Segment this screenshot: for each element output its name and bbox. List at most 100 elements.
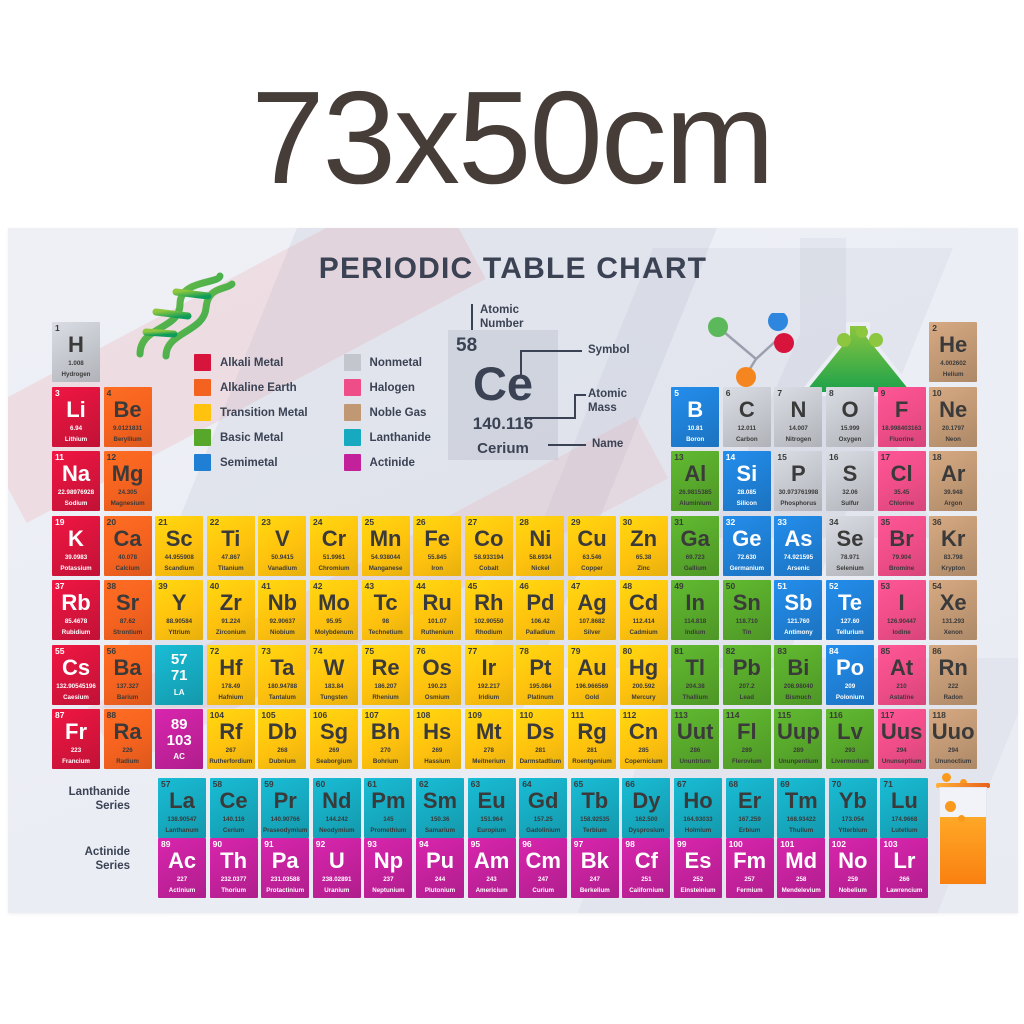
element-cell-cn[interactable]: 112 Cn 285 Copernicium	[619, 709, 668, 769]
element-cell-uus[interactable]: 117 Uus 294 Ununseptium	[877, 709, 926, 769]
element-cell-cu[interactable]: 29 Cu 63.546 Copper	[568, 515, 616, 576]
element-cell-ru[interactable]: 44 Ru 101.07 Ruthenium	[413, 580, 462, 640]
element-cell-fl[interactable]: 114 Fl 289 Flerovium	[722, 709, 771, 769]
element-cell-pa[interactable]: 91 Pa 231.03588 Protactinium	[261, 838, 310, 898]
element-cell-mt[interactable]: 109 Mt 278 Meitnerium	[464, 709, 513, 769]
legend-item[interactable]: Noble Gas	[343, 404, 431, 421]
element-cell-ag[interactable]: 47 Ag 107.8682 Silver	[568, 580, 616, 640]
element-cell-rh[interactable]: 45 Rh 102.90550 Rhodium	[464, 580, 513, 640]
element-cell-cr[interactable]: 24 Cr 51.9961 Chromium	[310, 515, 358, 576]
legend-item[interactable]: Alkaline Earth	[194, 379, 308, 396]
element-cell-dy[interactable]: 66 Dy 162.500 Dysprosium	[622, 778, 671, 838]
element-cell-v[interactable]: 23 V 50.9415 Vanadium	[258, 515, 307, 576]
element-cell-tb[interactable]: 65 Tb 158.92535 Terbium	[570, 778, 619, 838]
element-cell-cs[interactable]: 55 Cs 132.90545196 Caesium	[52, 644, 100, 705]
element-cell-te[interactable]: 52 Te 127.60 Tellurium	[826, 580, 874, 640]
element-cell-ni[interactable]: 28 Ni 58.6934 Nickel	[516, 515, 565, 576]
element-cell-tc[interactable]: 43 Tc 98 Technetium	[361, 580, 410, 640]
element-cell-nb[interactable]: 41 Nb 92.90637 Niobium	[258, 580, 307, 640]
element-cell-la[interactable]: 57 La 138.90547 Lanthanum	[158, 778, 206, 838]
element-cell-k[interactable]: 19 K 39.0983 Potassium	[52, 515, 100, 576]
element-cell-sn[interactable]: 50 Sn 118.710 Tin	[722, 580, 771, 640]
element-cell-ra[interactable]: 88 Ra 226 Radium	[103, 709, 152, 769]
element-cell-am[interactable]: 95 Am 243 Americium	[467, 838, 516, 898]
legend-item[interactable]: Nonmetal	[343, 354, 431, 371]
element-cell-ac[interactable]: 89 Ac 227 Actinium	[158, 838, 206, 898]
element-cell-rf[interactable]: 104 Rf 267 Rutherfordium	[206, 709, 255, 769]
element-cell-db[interactable]: 105 Db 268 Dubnium	[258, 709, 307, 769]
element-cell-b[interactable]: 5 B 10.81 Boron	[671, 386, 720, 447]
element-cell-co[interactable]: 27 Co 58.933194 Cobalt	[464, 515, 513, 576]
element-cell-md[interactable]: 101 Md 258 Mendelevium	[777, 838, 826, 898]
legend-item[interactable]: Semimetal	[194, 454, 308, 471]
element-cell-ir[interactable]: 77 Ir 192.217 Iridium	[464, 644, 513, 705]
element-cell-lv[interactable]: 116 Lv 293 Livermorium	[826, 709, 874, 769]
element-cell-tl[interactable]: 81 Tl 204.38 Thallium	[671, 644, 720, 705]
element-cell-at[interactable]: 85 At 210 Astatine	[877, 644, 926, 705]
element-cell-th[interactable]: 90 Th 232.0377 Thorium	[209, 838, 258, 898]
element-cell-o[interactable]: 8 O 15.999 Oxygen	[826, 386, 874, 447]
element-cell-be[interactable]: 4 Be 9.0121831 Beryllium	[103, 386, 152, 447]
element-cell-rn[interactable]: 86 Rn 222 Radon	[929, 644, 978, 705]
element-cell-pb[interactable]: 82 Pb 207.2 Lead	[722, 644, 771, 705]
element-cell-li[interactable]: 3 Li 6.94 Lithium	[52, 386, 100, 447]
element-cell-pm[interactable]: 61 Pm 145 Promethium	[364, 778, 413, 838]
element-cell-u[interactable]: 92 U 238.02891 Uranium	[312, 838, 361, 898]
element-cell-yb[interactable]: 70 Yb 173.054 Ytterbium	[828, 778, 877, 838]
element-cell-hf[interactable]: 72 Hf 178.49 Hafnium	[206, 644, 255, 705]
element-cell-gd[interactable]: 64 Gd 157.25 Gadolinium	[519, 778, 568, 838]
element-cell-bi[interactable]: 83 Bi 208.98040 Bismuch	[774, 644, 823, 705]
element-cell-ar[interactable]: 18 Ar 39.948 Argon	[929, 451, 978, 511]
element-cell-rg[interactable]: 111 Rg 281 Roentgenium	[568, 709, 616, 769]
element-cell-uut[interactable]: 113 Uut 286 Ununtrium	[671, 709, 720, 769]
element-cell-f[interactable]: 9 F 18.998403163 Fluorine	[877, 386, 926, 447]
legend-item[interactable]: Alkali Metal	[194, 354, 308, 371]
element-cell-he[interactable]: 2 He 4.002602 Helium	[929, 322, 978, 382]
element-cell-pr[interactable]: 59 Pr 140.90766 Praseodymium	[261, 778, 310, 838]
element-cell-tm[interactable]: 69 Tm 168.93422 Thulium	[777, 778, 826, 838]
element-cell-zn[interactable]: 30 Zn 65.38 Zinc	[619, 515, 668, 576]
element-cell-mn[interactable]: 25 Mn 54.938044 Manganese	[361, 515, 410, 576]
element-cell-n[interactable]: 7 N 14.007 Nitrogen	[774, 386, 823, 447]
element-cell-ti[interactable]: 22 Ti 47.867 Titanium	[206, 515, 255, 576]
element-cell-hs[interactable]: 108 Hs 269 Hassium	[413, 709, 462, 769]
element-cell-uuo[interactable]: 118 Uuo 294 Ununoctium	[929, 709, 978, 769]
series-placeholder-ac[interactable]: 89 103 AC	[155, 709, 204, 769]
element-cell-eu[interactable]: 63 Eu 151.964 Europium	[467, 778, 516, 838]
element-cell-zr[interactable]: 40 Zr 91.224 Zirconium	[206, 580, 255, 640]
element-cell-pu[interactable]: 94 Pu 244 Plutonium	[416, 838, 464, 898]
element-cell-lu[interactable]: 71 Lu 174.9668 Lutetium	[880, 778, 929, 838]
element-cell-re[interactable]: 75 Re 186.207 Rhenium	[361, 644, 410, 705]
legend-item[interactable]: Transition Metal	[194, 404, 308, 421]
element-cell-ta[interactable]: 73 Ta 180.94788 Tantalum	[258, 644, 307, 705]
element-cell-np[interactable]: 93 Np 237 Neptunium	[364, 838, 413, 898]
element-cell-bh[interactable]: 107 Bh 270 Bohrium	[361, 709, 410, 769]
element-cell-bk[interactable]: 97 Bk 247 Berkelium	[570, 838, 619, 898]
element-cell-sm[interactable]: 62 Sm 150.36 Samarium	[416, 778, 464, 838]
element-cell-al[interactable]: 13 Al 26.9815385 Aluminium	[671, 451, 720, 511]
element-cell-ne[interactable]: 10 Ne 20.1797 Neon	[929, 386, 978, 447]
element-cell-ba[interactable]: 56 Ba 137.327 Barium	[103, 644, 152, 705]
legend-item[interactable]: Actinide	[343, 454, 431, 471]
element-cell-mg[interactable]: 12 Mg 24.305 Magnesium	[103, 451, 152, 511]
element-cell-xe[interactable]: 54 Xe 131.293 Xenon	[929, 580, 978, 640]
element-cell-i[interactable]: 53 I 126.90447 Iodine	[877, 580, 926, 640]
element-cell-w[interactable]: 74 W 183.84 Tungsten	[310, 644, 358, 705]
element-cell-pt[interactable]: 78 Pt 195.084 Platinum	[516, 644, 565, 705]
element-cell-po[interactable]: 84 Po 209 Polonium	[826, 644, 874, 705]
element-cell-p[interactable]: 15 P 30.973761998 Phosphorus	[774, 451, 823, 511]
element-cell-fe[interactable]: 26 Fe 55.845 Iron	[413, 515, 462, 576]
element-cell-na[interactable]: 11 Na 22.98976928 Sodium	[52, 451, 100, 511]
element-cell-uup[interactable]: 115 Uup 289 Ununpentium	[774, 709, 823, 769]
element-cell-ce[interactable]: 58 Ce 140.116 Cerium	[209, 778, 258, 838]
element-cell-cl[interactable]: 17 Cl 35.45 Chlorine	[877, 451, 926, 511]
element-cell-no[interactable]: 102 No 259 Nobelium	[828, 838, 877, 898]
element-cell-sg[interactable]: 106 Sg 269 Seaborgium	[310, 709, 358, 769]
legend-item[interactable]: Basic Metal	[194, 429, 308, 446]
element-cell-pd[interactable]: 46 Pd 106.42 Palladium	[516, 580, 565, 640]
element-cell-ge[interactable]: 32 Ge 72.630 Germanium	[722, 515, 771, 576]
element-cell-cd[interactable]: 48 Cd 112.414 Cadmium	[619, 580, 668, 640]
element-cell-c[interactable]: 6 C 12.011 Carbon	[722, 386, 771, 447]
series-placeholder-la[interactable]: 57 71 LA	[155, 644, 204, 705]
element-cell-hg[interactable]: 80 Hg 200.592 Mercury	[619, 644, 668, 705]
